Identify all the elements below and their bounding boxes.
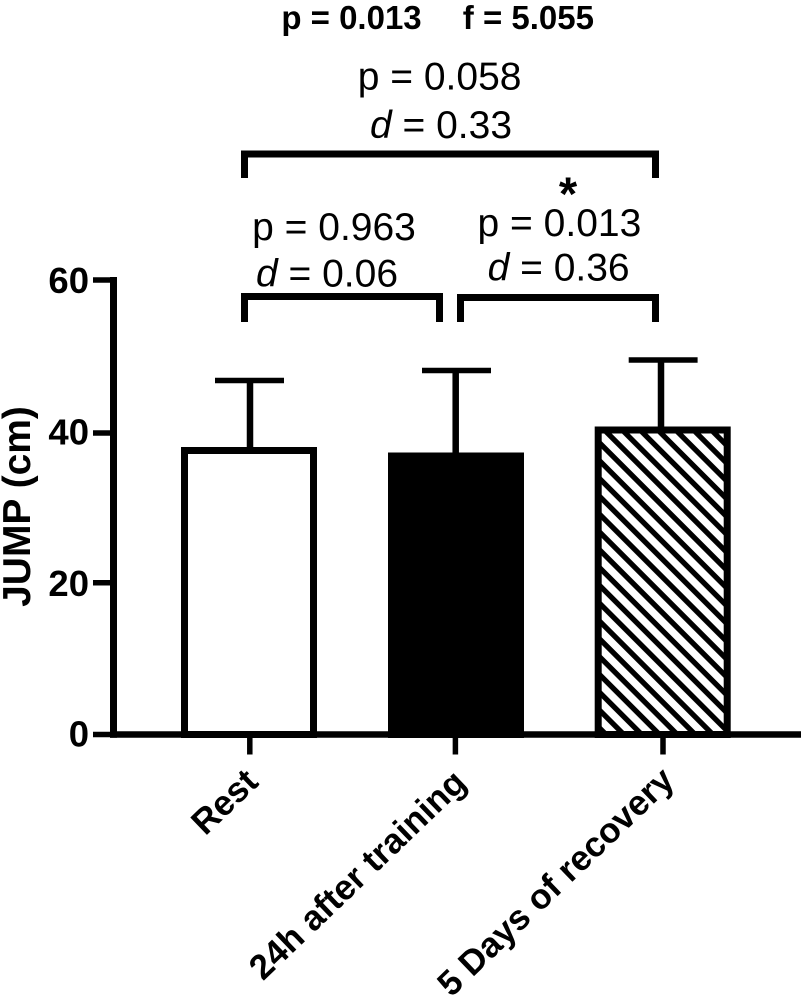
svg-text:d = 0.36: d = 0.36	[488, 247, 630, 290]
svg-text:p = 0.013: p = 0.013	[478, 202, 642, 245]
svg-text:p = 0.963: p = 0.963	[252, 206, 416, 249]
svg-text:0: 0	[69, 714, 89, 755]
svg-text:d = 0.06: d = 0.06	[256, 253, 398, 296]
svg-text:60: 60	[48, 260, 89, 301]
svg-text:d = 0.33: d = 0.33	[370, 104, 512, 147]
svg-text:p = 0.058: p = 0.058	[358, 56, 522, 99]
svg-text:20: 20	[48, 563, 89, 604]
svg-text:f = 5.055: f = 5.055	[463, 0, 594, 36]
svg-text:40: 40	[48, 412, 89, 453]
svg-text:*: *	[559, 167, 578, 220]
svg-text:JUMP (cm): JUMP (cm)	[0, 406, 39, 607]
svg-text:p = 0.013: p = 0.013	[281, 0, 421, 36]
